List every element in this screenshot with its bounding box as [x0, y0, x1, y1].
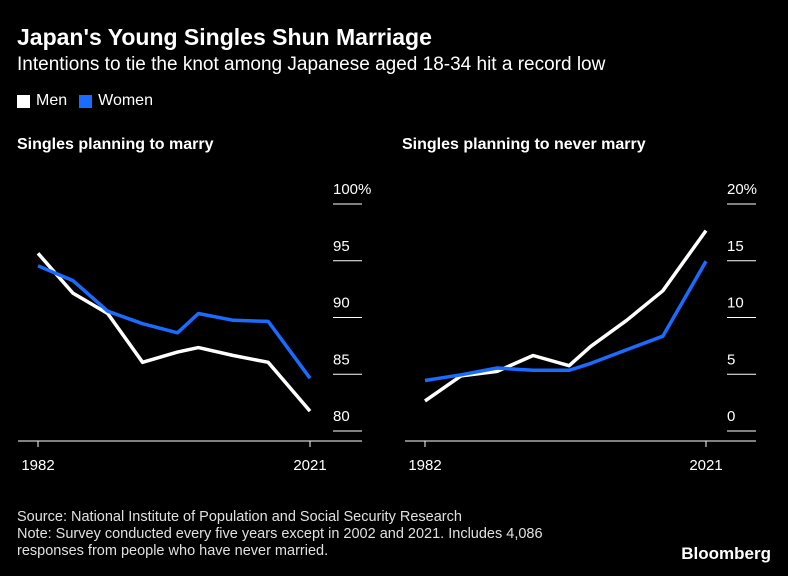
y-tick-label-1-0: 0 [727, 408, 735, 425]
y-tick-label-1-2: 10 [727, 295, 744, 312]
legend-swatch-men [17, 94, 30, 108]
x-tick-label-0-0: 1982 [21, 457, 54, 474]
bloomberg-logo: Bloomberg [681, 544, 771, 563]
y-tick-label-1-3: 15 [727, 238, 744, 255]
y-tick-label-0-3: 95 [333, 238, 350, 255]
legend-item-women: Women [79, 92, 153, 110]
legend-label-men: Men [36, 92, 68, 109]
survey-note-line-1: Note: Survey conducted every five years … [17, 526, 543, 542]
x-tick-label-1-1: 2021 [689, 457, 722, 474]
x-tick-label-1-0: 1982 [408, 457, 441, 474]
chart-title: Japan's Young Singles Shun Marriage [17, 24, 432, 50]
y-tick-label-0-2: 90 [333, 295, 350, 312]
footer: Source: National Institute of Population… [17, 509, 543, 560]
legend-swatch-women [79, 94, 93, 108]
series-line-women-1 [424, 260, 708, 383]
survey-note-line-2: responses from people who have never mar… [17, 543, 329, 559]
x-tick-label-0-1: 2021 [293, 457, 326, 474]
panel-title-1: Singles planning to never marry [402, 136, 646, 153]
series-line-men-1 [424, 229, 708, 403]
series-line-women-0 [37, 264, 312, 380]
y-tick-label-1-1: 5 [727, 351, 735, 368]
legend-label-women: Women [98, 92, 153, 109]
line-charts: Singles planning to marry 80 85 90 95 100% 198… [17, 136, 757, 474]
y-tick-label-1-4: 20% [727, 181, 757, 198]
series-line-men-0 [36, 252, 312, 413]
legend-item-men: Men [17, 92, 67, 110]
source-note: Source: National Institute of Population… [17, 509, 462, 525]
y-tick-label-0-0: 80 [333, 408, 350, 425]
y-tick-label-0-4: 100% [333, 181, 371, 198]
chart-subtitle: Intentions to tie the knot among Japanes… [17, 54, 606, 75]
legend: Men Women [17, 92, 165, 110]
y-tick-label-0-1: 85 [333, 351, 350, 368]
panel-title-0: Singles planning to marry [17, 136, 214, 153]
